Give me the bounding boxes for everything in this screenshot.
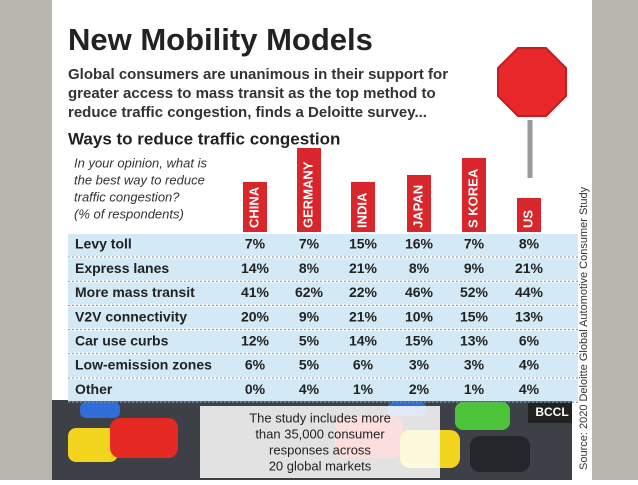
- cell: 13%: [460, 333, 489, 349]
- row-band: [68, 258, 578, 281]
- cell: 44%: [515, 284, 544, 300]
- column-tag: [517, 198, 541, 232]
- cell: 4%: [519, 357, 540, 373]
- cell: 15%: [460, 308, 489, 324]
- cell: 8%: [409, 260, 430, 276]
- car: [455, 402, 510, 430]
- cell: 1%: [353, 381, 374, 397]
- cell: 6%: [519, 333, 540, 349]
- column-tag: [462, 158, 486, 232]
- cell: 21%: [515, 260, 544, 276]
- car: [470, 436, 530, 472]
- column-tag: [297, 148, 321, 232]
- cell: 62%: [295, 284, 324, 300]
- cell: 7%: [464, 236, 485, 252]
- row-label: Low-emission zones: [75, 357, 212, 373]
- cell: 46%: [405, 284, 434, 300]
- column-header: JAPAN: [410, 185, 425, 228]
- cell: 7%: [245, 236, 266, 252]
- subtitle: Ways to reduce traffic congestion: [68, 129, 340, 148]
- cell: 15%: [405, 333, 434, 349]
- column-header: S KOREA: [465, 168, 480, 228]
- cell: 7%: [299, 236, 320, 252]
- note-line: than 35,000 consumer: [255, 426, 385, 441]
- cell: 10%: [405, 308, 434, 324]
- row-label: Levy toll: [75, 236, 132, 252]
- row-label: Express lanes: [75, 260, 169, 276]
- cell: 3%: [464, 357, 485, 373]
- row-band: [68, 379, 578, 402]
- row-band: [68, 234, 578, 256]
- column-tag: [407, 175, 431, 232]
- cell: 12%: [241, 333, 270, 349]
- stop-sign: [497, 47, 567, 117]
- car: [80, 402, 120, 418]
- row-label: Other: [75, 381, 113, 397]
- source: Source: 2020 Deloitte Global Automotive …: [578, 186, 590, 470]
- column-header: US: [520, 210, 535, 228]
- note-line: The study includes more: [249, 410, 391, 425]
- column-header: CHINA: [246, 186, 261, 228]
- column-header: GERMANY: [300, 161, 315, 228]
- cell: 1%: [464, 381, 485, 397]
- question-line: In your opinion, what is: [74, 155, 207, 170]
- cell: 14%: [241, 260, 270, 276]
- cell: 22%: [349, 284, 378, 300]
- row-label: Car use curbs: [75, 333, 169, 349]
- cell: 16%: [405, 236, 434, 252]
- cell: 2%: [409, 381, 430, 397]
- cell: 52%: [460, 284, 489, 300]
- note-box: [200, 406, 440, 478]
- credit-box: [528, 403, 572, 423]
- cell: 0%: [245, 381, 266, 397]
- question-line: (% of respondents): [74, 206, 184, 221]
- cell: 20%: [241, 308, 270, 324]
- cell: 13%: [515, 308, 544, 324]
- row-label: More mass transit: [75, 284, 195, 300]
- row-band: [68, 330, 578, 353]
- cell: 41%: [241, 284, 270, 300]
- cell: 9%: [464, 260, 485, 276]
- note-line: responses across: [269, 442, 371, 457]
- cell: 8%: [519, 236, 540, 252]
- row-band: [68, 282, 578, 305]
- row-band: [68, 306, 578, 329]
- cell: 5%: [299, 333, 320, 349]
- credit: BCCL: [535, 405, 568, 419]
- cell: 21%: [349, 260, 378, 276]
- row-label: V2V connectivity: [75, 308, 187, 324]
- row-band: [68, 355, 578, 377]
- title: New Mobility Models: [68, 22, 373, 57]
- cell: 5%: [299, 357, 320, 373]
- car: [110, 418, 178, 458]
- column-header: INDIA: [354, 192, 369, 228]
- cell: 15%: [349, 236, 378, 252]
- intro-line: Global consumers are unanimous in their …: [68, 66, 448, 83]
- intro-line: greater access to mass transit as the to…: [68, 85, 436, 102]
- cell: 4%: [299, 381, 320, 397]
- cell: 3%: [409, 357, 430, 373]
- question-line: traffic congestion?: [74, 189, 180, 204]
- cell: 8%: [299, 260, 320, 276]
- column-tag: [351, 182, 375, 232]
- cell: 4%: [519, 381, 540, 397]
- intro-line: reduce traffic congestion, finds a Deloi…: [68, 104, 427, 121]
- column-tag: [243, 182, 267, 232]
- question-line: the best way to reduce: [74, 172, 205, 187]
- car: [68, 428, 118, 462]
- cell: 6%: [353, 357, 374, 373]
- note-line: 20 global markets: [269, 458, 372, 473]
- cell: 9%: [299, 308, 320, 324]
- cell: 21%: [349, 308, 378, 324]
- cell: 6%: [245, 357, 266, 373]
- cell: 14%: [349, 333, 378, 349]
